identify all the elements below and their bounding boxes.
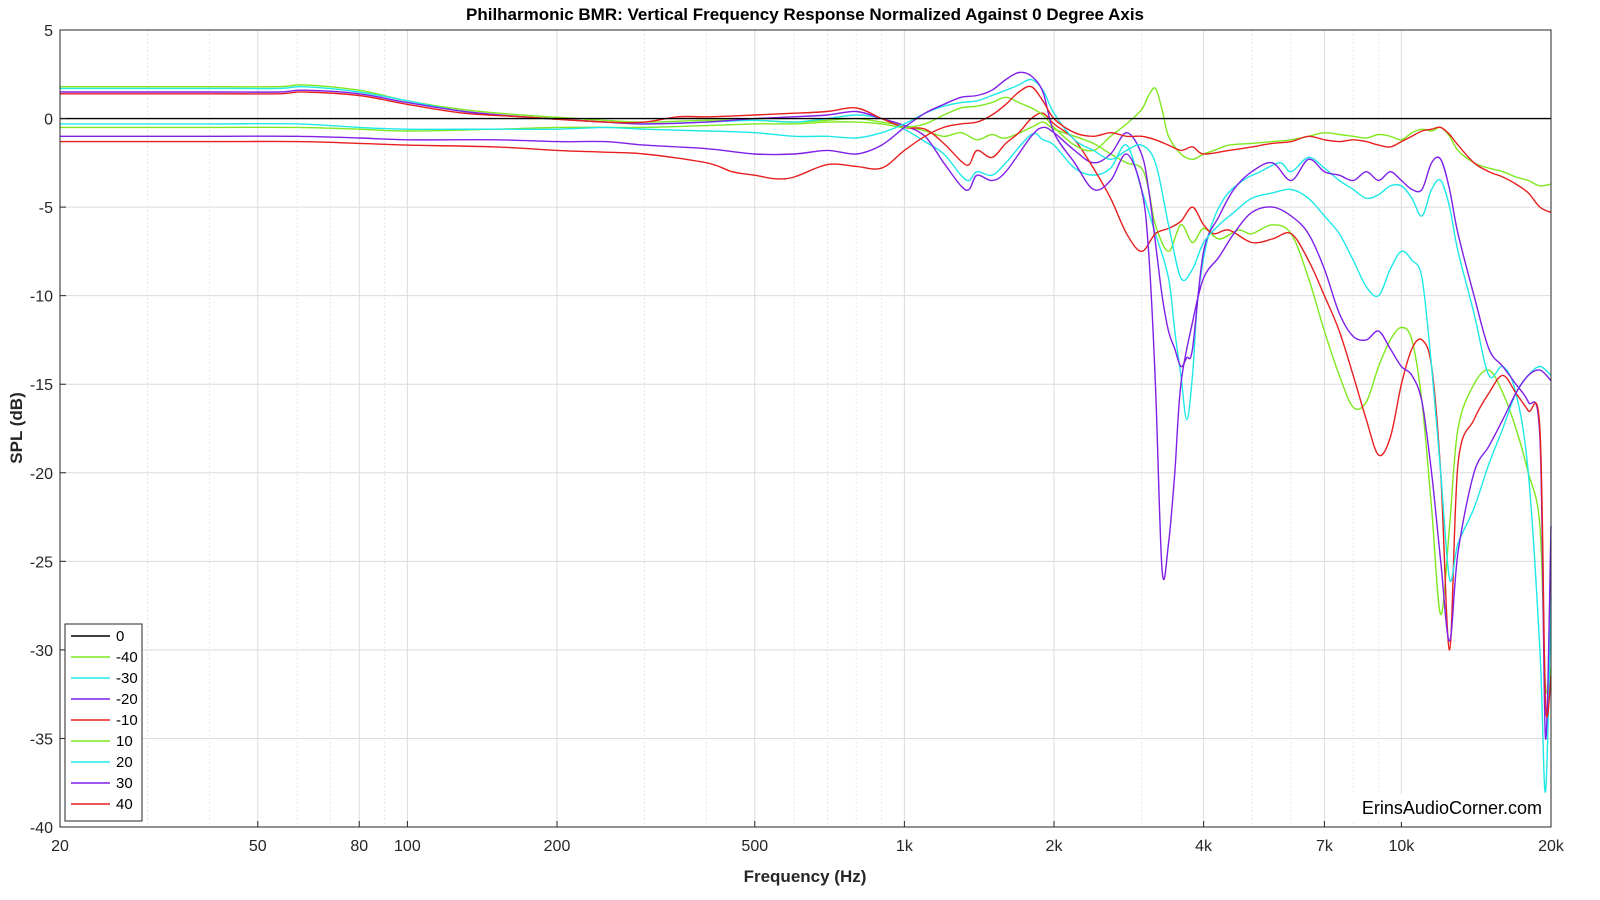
y-tick-label: -30 [30, 643, 53, 660]
legend-label: 30 [116, 775, 133, 792]
plot-frame [59, 29, 1552, 828]
x-tick-label: 20k [1538, 838, 1565, 855]
y-tick-label: -15 [30, 377, 53, 394]
x-tick-label: 1k [896, 838, 914, 855]
series-line--40 [60, 84, 1552, 694]
series-line--30 [60, 85, 1552, 793]
x-tick-label: 80 [350, 838, 368, 855]
y-tick-label: 5 [44, 23, 53, 40]
y-tick-label: -5 [39, 200, 53, 217]
series-line-30 [60, 71, 1552, 642]
x-tick-label: 100 [394, 838, 421, 855]
legend-label: 0 [116, 628, 124, 645]
y-tick-label: 0 [44, 112, 53, 129]
legend-label: 10 [116, 733, 133, 750]
x-tick-label: 50 [249, 838, 267, 855]
series-lines [59, 71, 1552, 793]
legend-label: 40 [116, 796, 133, 813]
series-line-20 [60, 78, 1552, 583]
chart-title: Philharmonic BMR: Vertical Frequency Res… [466, 5, 1144, 24]
watermark-text: ErinsAudioCorner.com [1362, 798, 1542, 818]
legend: 0 -40 -30 -20 -10 10 20 30 40 [64, 623, 143, 822]
x-tick-label: 4k [1195, 838, 1213, 855]
x-tick-label: 20 [51, 838, 69, 855]
series-line-40 [59, 85, 1552, 214]
y-tick-label: -20 [30, 466, 53, 483]
legend-label: 20 [116, 754, 133, 771]
watermark-background [1352, 794, 1546, 822]
x-tick-label: 2k [1046, 838, 1064, 855]
legend-label: -20 [116, 691, 138, 708]
x-axis-label: Frequency (Hz) [744, 867, 867, 886]
legend-label: -40 [116, 649, 138, 666]
legend-label: -30 [116, 670, 138, 687]
x-tick-label: 7k [1316, 838, 1334, 855]
y-tick-label: -40 [30, 820, 53, 837]
y-tick-label: -35 [30, 731, 53, 748]
x-tick-label: 200 [544, 838, 571, 855]
x-tick-label: 500 [741, 838, 768, 855]
legend-label: -10 [116, 712, 138, 729]
y-tick-label: -25 [30, 554, 53, 571]
x-tick-label: 10k [1388, 838, 1415, 855]
y-axis-label: SPL (dB) [7, 392, 26, 463]
y-tick-label: -10 [30, 289, 53, 306]
axis-tick-labels: 20 50 80 100 200 500 1k 2k 4k 7k 10k 20k50-5-10-15-… [30, 23, 1565, 855]
